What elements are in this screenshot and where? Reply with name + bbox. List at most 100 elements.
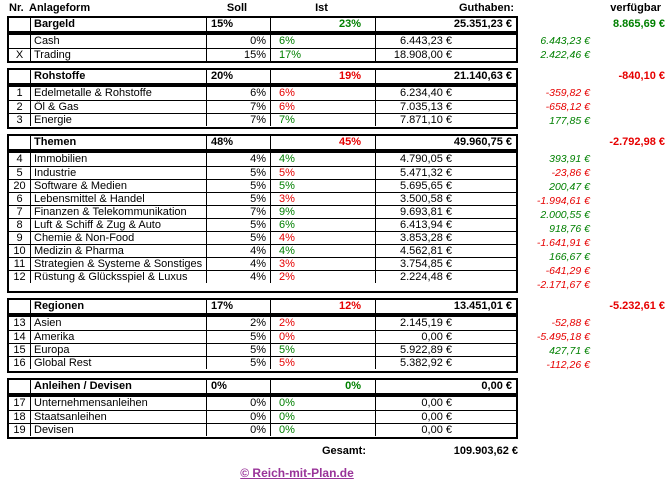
table-row: 15 Europa 5% 5% 5.922,89 € [9, 343, 516, 356]
row-number-cell: 1 [9, 87, 31, 100]
row-diff-value: 6.443,23 € [540, 35, 590, 47]
row-number-cell: 2 [9, 101, 31, 113]
rows-box: 4 Immobilien 4% 4% 4.790,05 €5 Industrie 5% 5% 5… [7, 151, 518, 293]
section-header-box: Rohstoffe 20% 19% 21.140,63 € [7, 68, 518, 85]
row-diff-value: 918,76 € [549, 223, 590, 235]
section-name: Rohstoffe [31, 70, 207, 83]
row-diff-value: -5.495,18 € [536, 331, 590, 343]
table-row: 1 Edelmetalle & Rohstoffe 6% 6% 6.234,40 € [9, 87, 516, 100]
row-number-cell: X [9, 49, 31, 61]
row-number-cell: 3 [9, 114, 31, 126]
table-row: 18 Staatsanleihen 0% 0% 0,00 € [9, 410, 516, 423]
section-name: Regionen [31, 300, 207, 313]
allocation-section: Regionen 17% 12% 13.451,01 € -5.232,61 € 13 As… [7, 298, 671, 373]
row-soll-value: 7% [207, 206, 271, 218]
row-guthaben-value: 2.145,19 € [400, 317, 452, 329]
row-label: Global Rest [31, 357, 207, 369]
row-soll-value: 4% [207, 245, 271, 257]
row-guthaben-value: 0,00 € [421, 424, 452, 436]
section-name: Anleihen / Devisen [31, 380, 207, 393]
table-row: 5 Industrie 5% 5% 5.471,32 € [9, 166, 516, 179]
row-soll-value: 4% [207, 258, 271, 270]
row-number-cell: 14 [9, 331, 31, 343]
row-ist-value: 7% [271, 114, 376, 126]
table-row: 3 Energie 7% 7% 7.871,10 € [9, 113, 516, 126]
row-number-cell [9, 35, 31, 48]
row-ist-value: 6% [271, 101, 376, 113]
row-number-cell: 20 [9, 180, 31, 192]
row-soll-value: 15% [207, 49, 271, 61]
row-label: Öl & Gas [31, 101, 207, 113]
table-row: 8 Luft & Schiff & Zug & Auto 5% 6% 6.413,94 … [9, 218, 516, 231]
row-diff-value: -641,29 € [545, 265, 590, 277]
diff-column: 393,91 € -23,86 € 200,47 € -1.994,61 € 2.000… [518, 151, 671, 293]
row-diff-value: 166,67 € [549, 251, 590, 263]
row-soll-value: 4% [207, 271, 271, 283]
row-soll-value: 0% [207, 35, 271, 48]
section-nr-cell [9, 380, 31, 393]
column-header-nr: Nr. [9, 2, 24, 14]
row-diff-value [518, 411, 671, 425]
allocation-section: Themen 48% 45% 49.960,75 € -2.792,98 € 4 Immob… [7, 134, 671, 293]
column-header-row: Nr. Anlageform Soll Ist Guthaben: verfüg… [7, 2, 671, 16]
row-guthaben-value: 5.695,65 € [400, 180, 452, 192]
table-row: 9 Chemie & Non-Food 5% 4% 3.853,28 € [9, 231, 516, 244]
row-number-cell: 12 [9, 271, 31, 283]
table-row: 10 Medizin & Pharma 4% 4% 4.562,81 € [9, 244, 516, 257]
copyright-link[interactable]: © Reich-mit-Plan.de [240, 466, 354, 480]
section-header-box: Themen 48% 45% 49.960,75 € [7, 134, 518, 151]
section-header-row: Anleihen / Devisen 0% 0% 0,00 € [7, 378, 671, 395]
row-label: Immobilien [31, 153, 207, 166]
row-diff-value: -1.994,61 € [536, 195, 590, 207]
row-diff-value [518, 425, 671, 439]
row-soll-value: 4% [207, 153, 271, 166]
row-ist-value: 5% [271, 344, 376, 356]
row-ist-value: 6% [271, 219, 376, 231]
row-guthaben-value: 5.922,89 € [400, 344, 452, 356]
diff-column: 6.443,23 € 2.422,46 € [518, 33, 671, 63]
row-soll-value: 0% [207, 411, 271, 423]
column-header-anlageform: Anlageform [29, 2, 91, 14]
section-ist-value: 23% [271, 18, 376, 31]
row-guthaben-value: 4.790,05 € [400, 153, 452, 165]
row-label: Software & Medien [31, 180, 207, 192]
column-header-ist: Ist [315, 2, 328, 14]
section-nr-cell [9, 136, 31, 149]
section-ist-value: 45% [271, 136, 376, 149]
totals-row: Gesamt: 109.903,62 € [7, 444, 518, 459]
row-soll-value: 2% [207, 317, 271, 330]
row-soll-value: 7% [207, 114, 271, 126]
row-number-cell: 10 [9, 245, 31, 257]
row-number-cell: 8 [9, 219, 31, 231]
row-guthaben-value: 0,00 € [421, 331, 452, 343]
section-nr-cell [9, 70, 31, 83]
row-diff-value [518, 397, 671, 411]
row-ist-value: 17% [271, 49, 376, 61]
row-ist-value: 5% [271, 357, 376, 369]
row-diff-value: 2.422,46 € [540, 49, 590, 61]
row-guthaben-value: 9.693,81 € [400, 206, 452, 218]
row-soll-value: 0% [207, 424, 271, 436]
table-row: 16 Global Rest 5% 5% 5.382,92 € [9, 356, 516, 369]
section-header-box: Regionen 17% 12% 13.451,01 € [7, 298, 518, 315]
row-ist-value: 5% [271, 167, 376, 179]
row-guthaben-value: 3.754,85 € [400, 258, 452, 270]
section-rows: 4 Immobilien 4% 4% 4.790,05 €5 Industrie 5% 5% 5… [7, 151, 671, 293]
row-diff-value: -1.641,91 € [536, 237, 590, 249]
row-number-cell: 11 [9, 258, 31, 270]
row-label: Europa [31, 344, 207, 356]
section-soll-value: 15% [207, 18, 271, 31]
sections: Bargeld 15% 23% 25.351,23 €8.865,69 € Cash 0%… [7, 16, 671, 439]
row-guthaben-value: 6.443,23 € [400, 35, 452, 47]
rows-box: 1 Edelmetalle & Rohstoffe 6% 6% 6.234,40 €2 Ö… [7, 85, 518, 129]
row-label: Unternehmensanleihen [31, 397, 207, 410]
row-ist-value: 9% [271, 206, 376, 218]
row-soll-value: 5% [207, 193, 271, 205]
row-label: Energie [31, 114, 207, 126]
row-number-cell: 17 [9, 397, 31, 410]
row-guthaben-value: 5.471,32 € [400, 167, 452, 179]
footer: © Reich-mit-Plan.de [7, 466, 587, 480]
section-guthaben-value: 0,00 € [481, 380, 512, 392]
row-soll-value: 5% [207, 167, 271, 179]
